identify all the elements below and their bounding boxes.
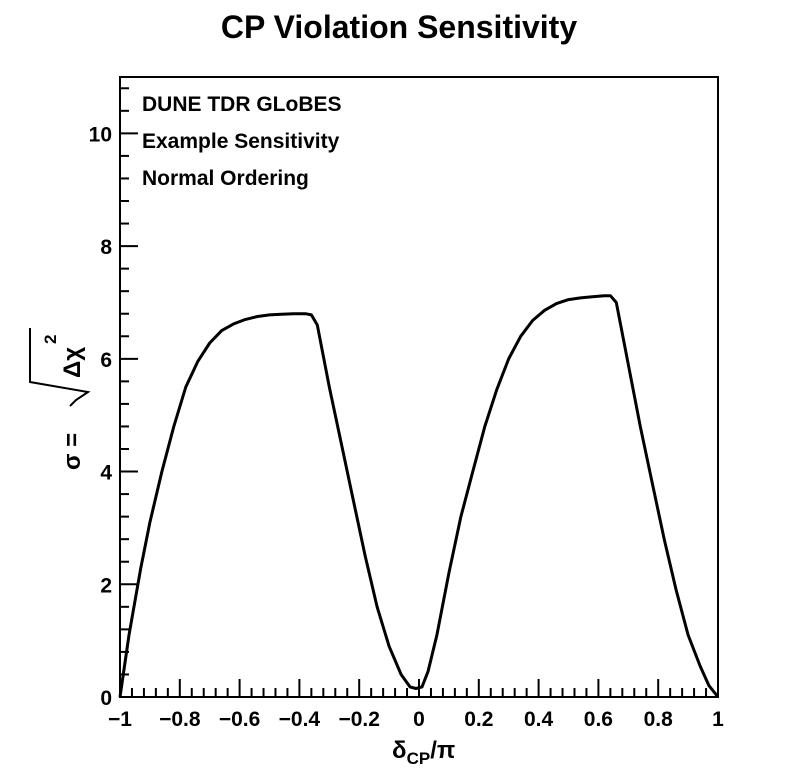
y-tick-label: 2 (100, 574, 112, 597)
y-tick-label: 0 (100, 687, 112, 710)
x-tick-label: −1 (108, 708, 132, 731)
plot-annotations: DUNE TDR GLoBES Example Sensitivity Normal… (142, 93, 342, 190)
y-tick-label: 10 (89, 123, 112, 146)
plot-frame (119, 76, 719, 698)
y-axis-label-prefix: σ = (59, 433, 86, 470)
chart-title: CP Violation Sensitivity (221, 9, 577, 45)
x-tick-label: 0.2 (464, 708, 493, 731)
x-axis-label-suffix: /π (430, 737, 455, 764)
x-tick-label: 0.8 (644, 708, 674, 731)
series-line (118, 294, 720, 698)
annotation-line: Example Sensitivity (142, 130, 340, 153)
x-tick-label: 1 (712, 708, 724, 731)
x-tick-label: 0 (413, 708, 425, 731)
x-tick-label: 0.6 (584, 708, 613, 731)
x-axis-label-symbol: δ (392, 737, 407, 764)
y-axis-label: σ = Δχ 2 (29, 328, 91, 470)
annotation-line: Normal Ordering (142, 167, 309, 190)
y-axis-label-radicand: Δχ (59, 347, 86, 378)
x-tick-label: −0.6 (219, 708, 260, 731)
x-tick-label: 0.4 (524, 708, 554, 731)
annotation-line: DUNE TDR GLoBES (142, 93, 342, 116)
y-tick-label: 4 (100, 462, 112, 485)
y-tick-label: 6 (100, 349, 112, 372)
x-axis-label: δCP/π (392, 737, 455, 768)
y-axis-label-power: 2 (41, 335, 60, 344)
x-tick-label: −0.2 (338, 708, 379, 731)
y-tick-label: 8 (100, 236, 112, 259)
square-root-symbol (29, 328, 91, 407)
x-tick-label: −0.4 (279, 708, 321, 731)
x-axis-label-subscript: CP (407, 749, 431, 768)
x-tick-label: −0.8 (159, 708, 201, 731)
